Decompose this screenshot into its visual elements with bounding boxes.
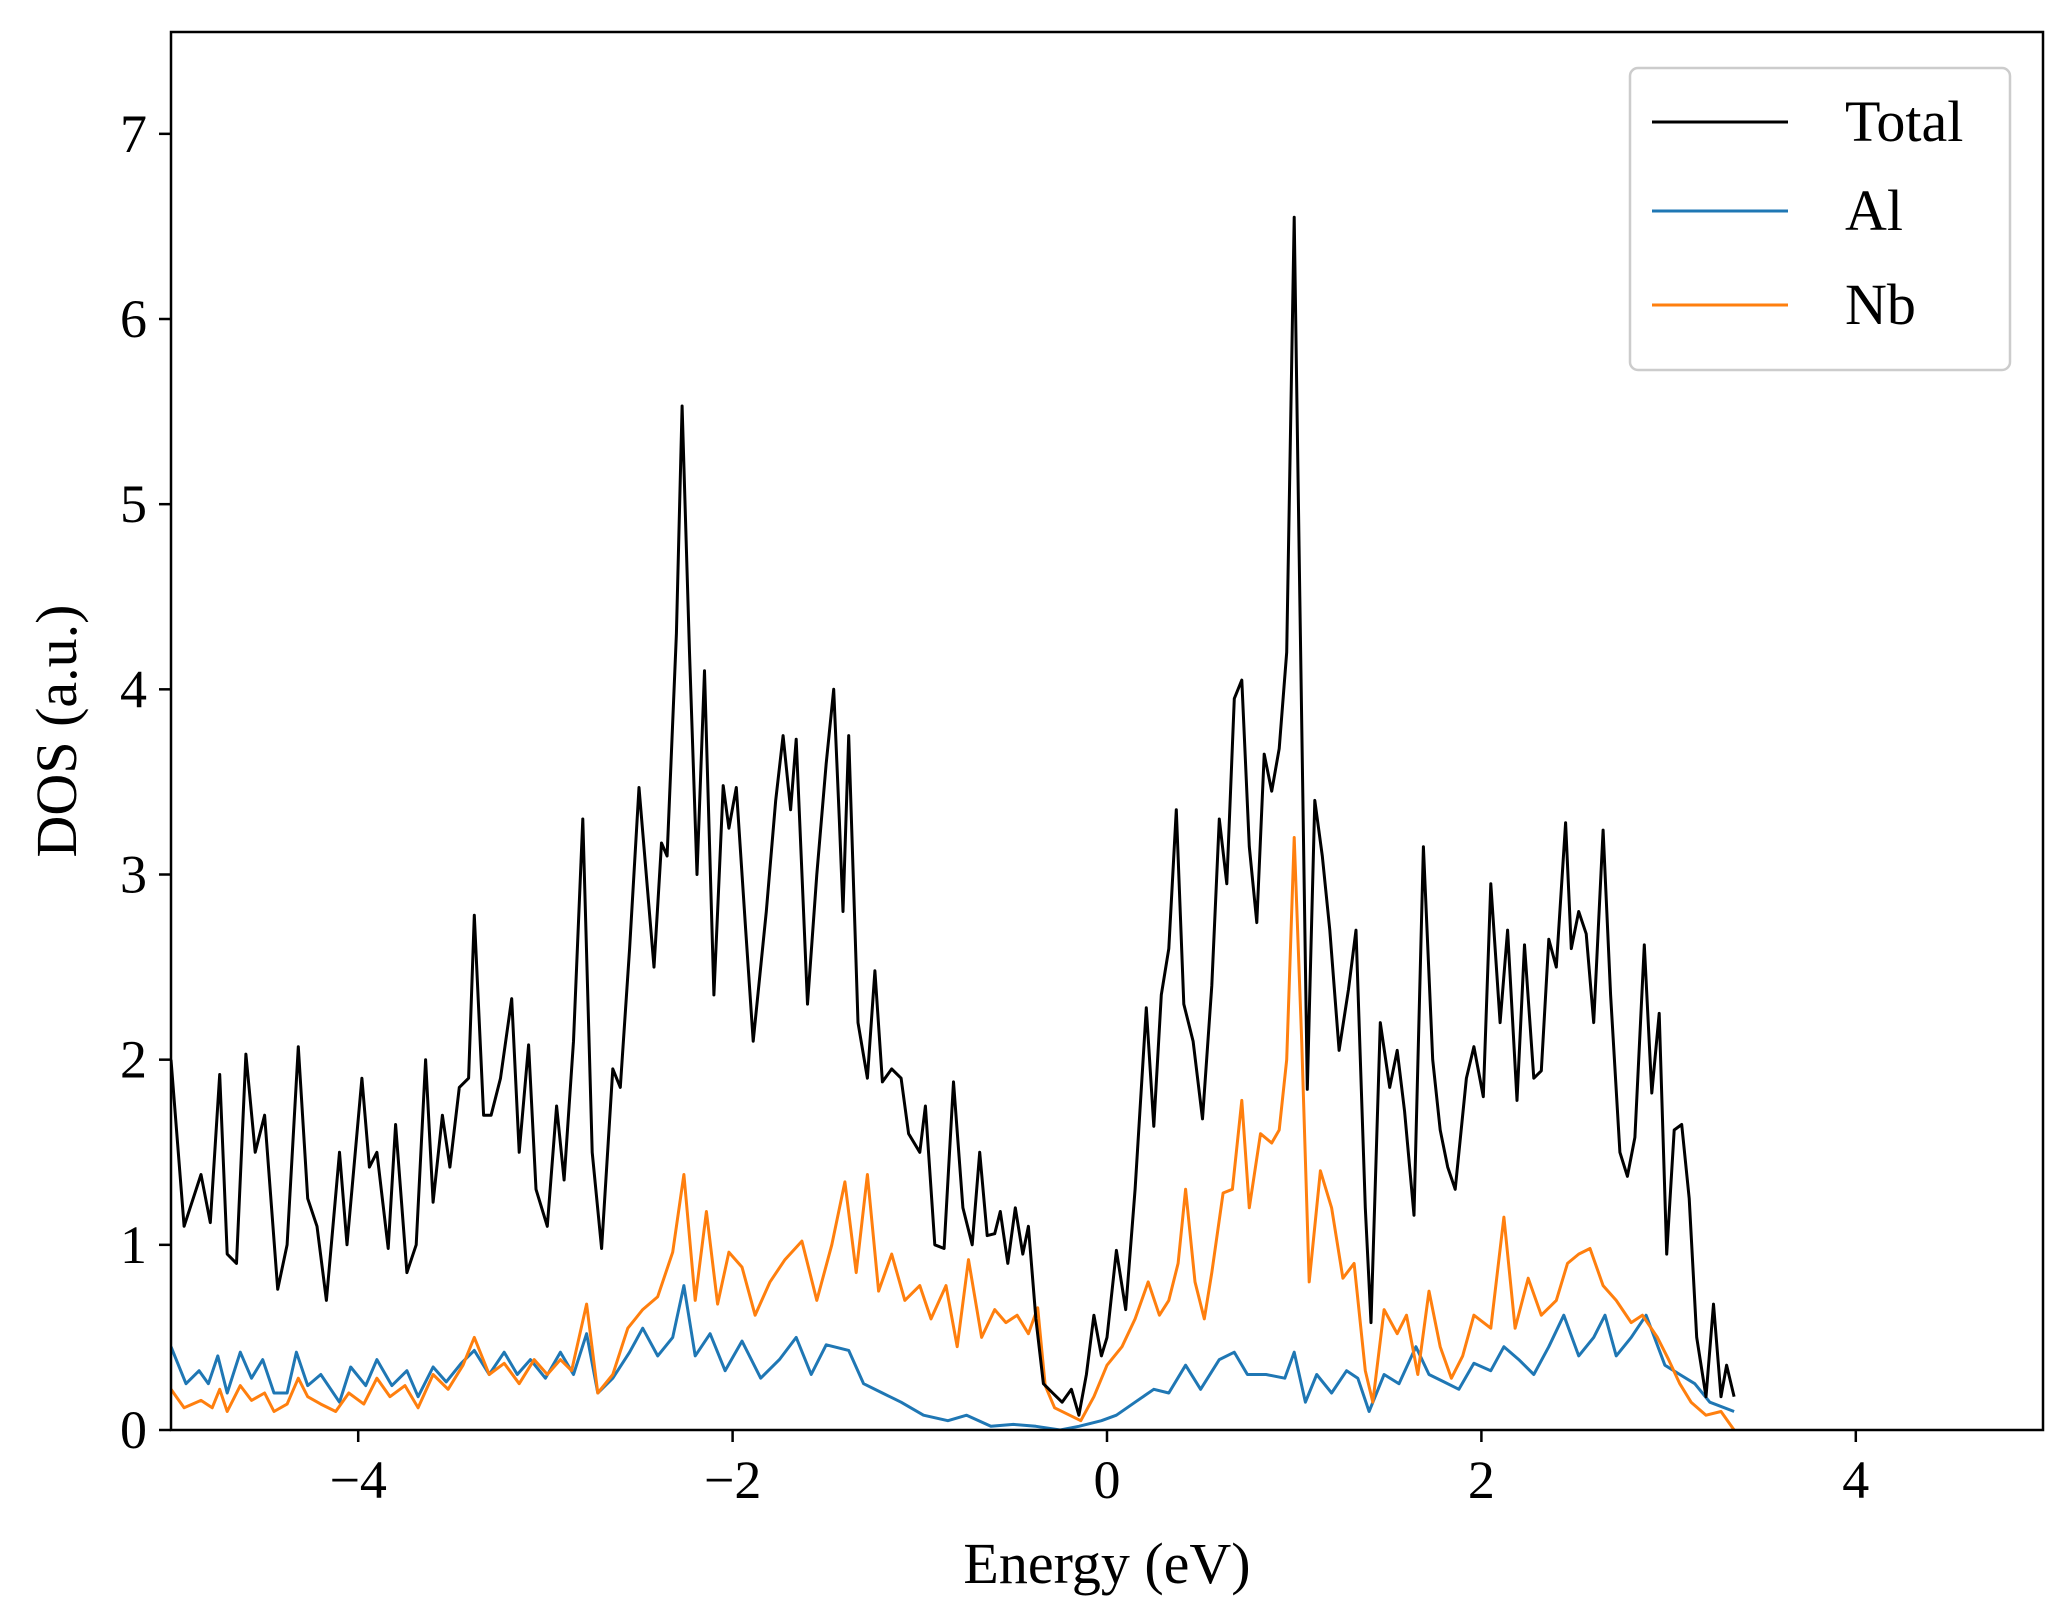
x-tick-label: −4 [329,1450,386,1510]
series-line-total [171,215,1736,1417]
y-tick-label: 2 [120,1030,147,1090]
legend-label-nb: Nb [1845,272,1916,337]
y-tick-label: 5 [120,474,147,534]
x-tick-label: 2 [1468,1450,1495,1510]
axis-layer: −4 −2 0 2 4 0 1 2 3 4 5 6 7 [120,104,1869,1510]
y-axis-label: DOS (a.u.) [24,605,89,858]
y-tick-label: 3 [120,845,147,905]
legend-label-total: Total [1845,89,1963,154]
y-tick-label: 0 [120,1400,147,1460]
legend-label-al: Al [1845,178,1903,243]
legend-box [1628,66,2012,372]
y-tick-label: 6 [120,289,147,349]
x-tick-label: 0 [1094,1450,1121,1510]
series-line-nb [171,836,1736,1430]
x-tick-label: 4 [1842,1450,1869,1510]
x-tick-label: −2 [704,1450,761,1510]
series-line-al [171,1284,1735,1430]
series-layer [171,215,1736,1430]
y-tick-label: 4 [120,659,147,719]
y-tick-label: 7 [120,104,147,164]
x-axis-label: Energy (eV) [963,1531,1250,1596]
y-tick-label: 1 [120,1215,147,1275]
legend: Total Al Nb [1628,66,2012,372]
